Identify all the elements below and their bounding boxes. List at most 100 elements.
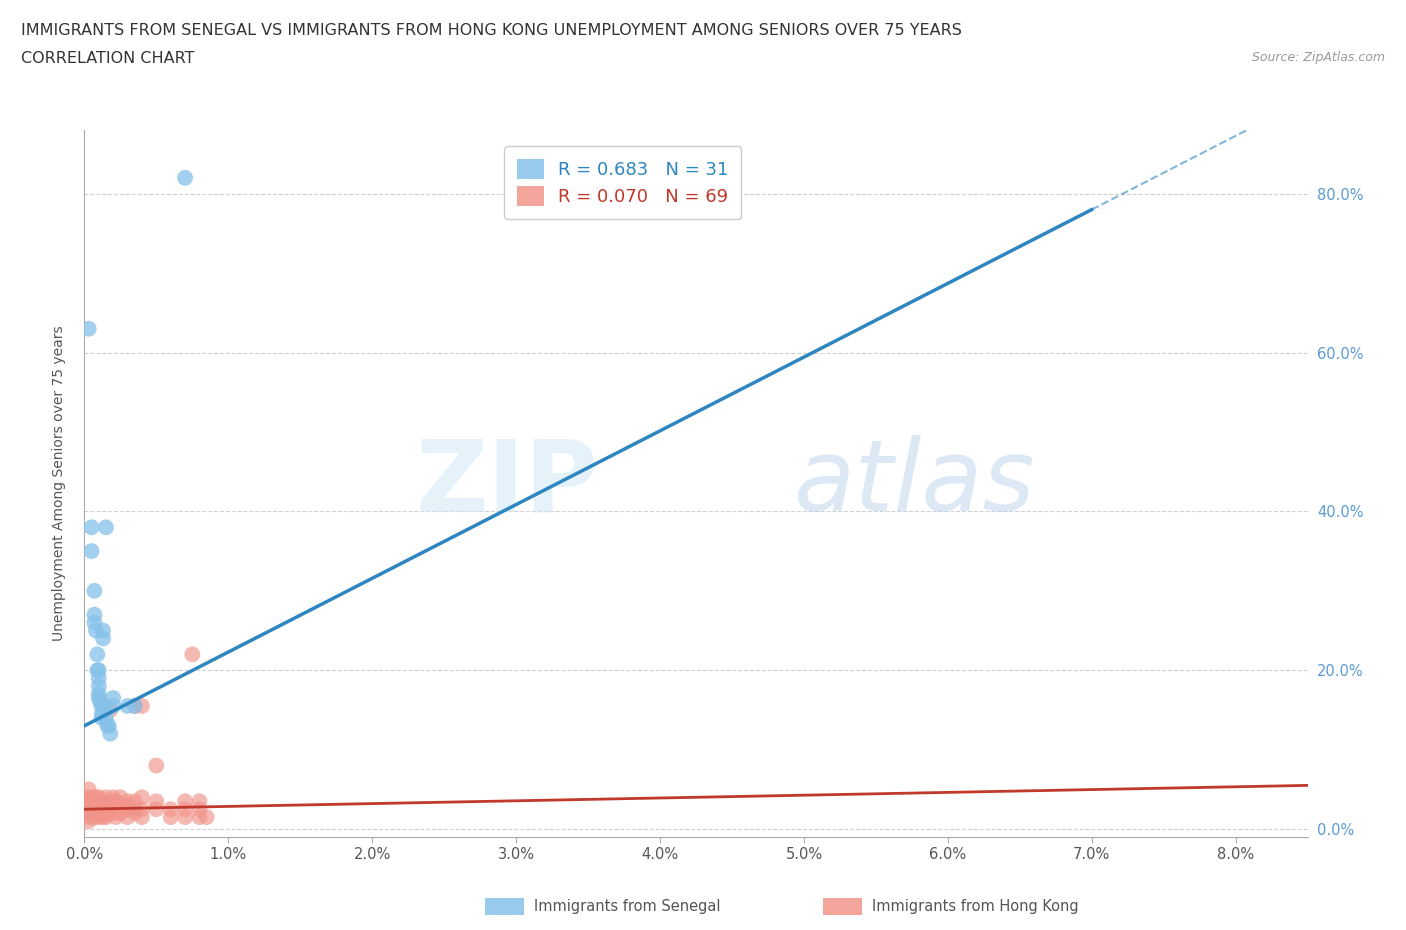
Y-axis label: Unemployment Among Seniors over 75 years: Unemployment Among Seniors over 75 years xyxy=(52,326,66,642)
Point xyxy=(117,698,139,713)
Point xyxy=(181,647,204,662)
Bar xyxy=(485,898,524,915)
Point xyxy=(93,698,115,713)
Point xyxy=(82,794,104,809)
Point xyxy=(97,718,120,733)
Point xyxy=(79,810,101,825)
Point xyxy=(131,810,153,825)
Point xyxy=(110,805,132,820)
Point xyxy=(117,802,139,817)
Point xyxy=(110,790,132,804)
Point xyxy=(98,794,121,809)
Point xyxy=(94,810,117,825)
Point xyxy=(87,686,110,701)
Point xyxy=(90,802,112,817)
Point xyxy=(87,691,110,706)
Point xyxy=(101,798,124,813)
Point xyxy=(94,790,117,804)
Point xyxy=(94,520,117,535)
Point xyxy=(174,170,197,185)
Point xyxy=(77,782,100,797)
Point xyxy=(145,794,167,809)
Point xyxy=(124,802,146,817)
Point xyxy=(101,790,124,804)
Point xyxy=(84,802,107,817)
Point xyxy=(83,583,105,598)
Point xyxy=(105,810,128,825)
Text: Immigrants from Hong Kong: Immigrants from Hong Kong xyxy=(872,899,1078,914)
Point xyxy=(124,805,146,820)
Point xyxy=(94,711,117,725)
Point xyxy=(124,794,146,809)
Point xyxy=(87,790,110,804)
Point xyxy=(188,802,211,817)
Point xyxy=(83,615,105,630)
Point xyxy=(159,802,181,817)
Point xyxy=(98,802,121,817)
Point xyxy=(110,798,132,813)
Point xyxy=(86,794,108,809)
Point xyxy=(131,790,153,804)
Point xyxy=(131,802,153,817)
Point xyxy=(80,520,103,535)
Text: IMMIGRANTS FROM SENEGAL VS IMMIGRANTS FROM HONG KONG UNEMPLOYMENT AMONG SENIORS : IMMIGRANTS FROM SENEGAL VS IMMIGRANTS FR… xyxy=(21,23,962,38)
Point xyxy=(82,805,104,820)
Point xyxy=(174,794,197,809)
Point xyxy=(83,607,105,622)
Point xyxy=(76,805,98,820)
Point xyxy=(83,810,105,825)
Point xyxy=(188,794,211,809)
Point xyxy=(145,802,167,817)
Point xyxy=(93,798,115,813)
Point xyxy=(80,790,103,804)
Point xyxy=(98,702,121,717)
Point xyxy=(101,691,124,706)
Point xyxy=(195,810,218,825)
Point xyxy=(124,698,146,713)
Point xyxy=(117,798,139,813)
Point xyxy=(93,805,115,820)
Point xyxy=(87,802,110,817)
Point xyxy=(87,671,110,685)
Point xyxy=(80,802,103,817)
Point xyxy=(83,798,105,813)
Text: Immigrants from Senegal: Immigrants from Senegal xyxy=(534,899,721,914)
Point xyxy=(77,321,100,336)
Point xyxy=(86,663,108,678)
Point xyxy=(91,802,114,817)
Point xyxy=(91,631,114,646)
Text: Source: ZipAtlas.com: Source: ZipAtlas.com xyxy=(1251,51,1385,64)
Point xyxy=(159,810,181,825)
Point xyxy=(91,623,114,638)
Point xyxy=(101,805,124,820)
Point xyxy=(105,794,128,809)
Text: ZIP: ZIP xyxy=(415,435,598,532)
Point xyxy=(86,647,108,662)
Point xyxy=(98,726,121,741)
Point xyxy=(94,802,117,817)
Point xyxy=(84,790,107,804)
Point xyxy=(90,711,112,725)
Text: atlas: atlas xyxy=(794,435,1035,532)
Point xyxy=(101,698,124,713)
Text: CORRELATION CHART: CORRELATION CHART xyxy=(21,51,194,66)
Point xyxy=(76,790,98,804)
Point xyxy=(101,802,124,817)
Point xyxy=(188,810,211,825)
Bar xyxy=(823,898,862,915)
Legend: R = 0.683   N = 31, R = 0.070   N = 69: R = 0.683 N = 31, R = 0.070 N = 69 xyxy=(503,146,741,219)
Point xyxy=(105,802,128,817)
Point xyxy=(80,544,103,559)
Point xyxy=(79,798,101,813)
Point xyxy=(89,805,111,820)
Point xyxy=(174,802,197,817)
Point xyxy=(91,810,114,825)
Point xyxy=(96,805,118,820)
Point xyxy=(96,718,118,733)
Point xyxy=(90,707,112,722)
Point xyxy=(145,758,167,773)
Point xyxy=(90,698,112,713)
Point xyxy=(87,679,110,694)
Point xyxy=(131,698,153,713)
Point xyxy=(124,698,146,713)
